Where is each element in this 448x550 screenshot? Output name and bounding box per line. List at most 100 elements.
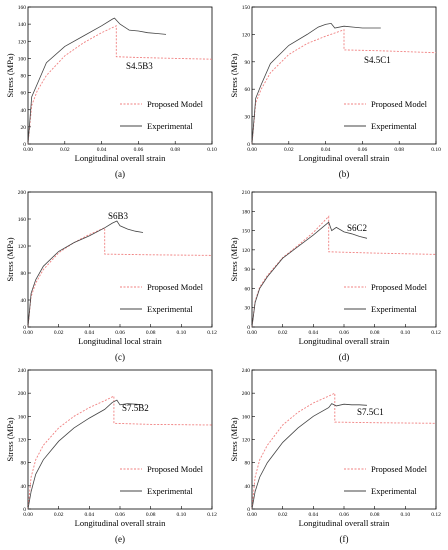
x-tick-label: 0.02 bbox=[278, 512, 288, 518]
x-axis-title: Longitudinal overall strain bbox=[299, 336, 390, 346]
x-tick-label: 0.08 bbox=[146, 330, 156, 336]
y-tick-label: 210 bbox=[242, 190, 251, 196]
x-tick-label: 0.06 bbox=[115, 512, 125, 518]
x-tick-label: 0.12 bbox=[431, 512, 441, 518]
y-tick-label: 240 bbox=[242, 368, 251, 374]
x-tick-label: 0.02 bbox=[284, 147, 294, 153]
y-tick-label: 120 bbox=[242, 248, 251, 254]
specimen-label: S7.5B2 bbox=[122, 403, 149, 413]
specimen-label: S7.5C1 bbox=[357, 407, 384, 417]
legend-label: Proposed Model bbox=[147, 464, 204, 474]
series-line-experimental bbox=[27, 399, 144, 510]
series-line-experimental bbox=[27, 17, 167, 145]
y-tick-label: 90 bbox=[245, 267, 251, 273]
x-tick-label: 0.04 bbox=[309, 330, 319, 336]
y-tick-label: 160 bbox=[242, 414, 251, 420]
y-tick-label: 200 bbox=[242, 391, 251, 397]
x-tick-label: 0.10 bbox=[177, 330, 187, 336]
y-tick-label: 80 bbox=[245, 461, 251, 467]
y-axis-title: Stress (MPa) bbox=[5, 417, 15, 461]
legend-label: Proposed Model bbox=[371, 282, 428, 292]
series-line-experimental bbox=[27, 220, 144, 328]
y-tick-label: 0 bbox=[247, 142, 250, 148]
legend-label: Experimental bbox=[371, 486, 417, 496]
x-tick-label: 0.10 bbox=[207, 147, 217, 153]
y-tick-label: 60 bbox=[245, 286, 251, 292]
legend-label: Proposed Model bbox=[147, 99, 204, 109]
x-tick-label: 0.06 bbox=[358, 147, 368, 153]
x-axis-title: Longitudinal overall strain bbox=[299, 518, 390, 528]
panel-label: (f) bbox=[340, 534, 349, 544]
chart-panel-6: 0.00 0.02 0.04 0.06 0.08 0.10 0.12 0 40 80 120 160 2… bbox=[229, 368, 441, 544]
specimen-label: S4.5C1 bbox=[364, 55, 391, 65]
x-tick-label: 0.08 bbox=[146, 512, 156, 518]
y-tick-label: 0 bbox=[23, 507, 26, 513]
x-tick-label: 0.02 bbox=[60, 147, 70, 153]
x-tick-label: 0.06 bbox=[134, 147, 144, 153]
x-tick-label: 0.00 bbox=[247, 512, 257, 518]
x-tick-label: 0.02 bbox=[54, 330, 64, 336]
chart-panel-2: 0.00 0.02 0.04 0.06 0.08 0.10 0 30 60 90 120 150 Lon… bbox=[229, 5, 441, 179]
series-line-proposed-model bbox=[251, 215, 437, 328]
y-tick-label: 80 bbox=[21, 271, 27, 277]
series-line-experimental bbox=[251, 403, 368, 510]
x-tick-label: 0.00 bbox=[23, 147, 33, 153]
y-tick-label: 150 bbox=[242, 5, 251, 11]
y-tick-label: 0 bbox=[23, 142, 26, 148]
x-tick-label: 0.02 bbox=[54, 512, 64, 518]
legend-label: Experimental bbox=[147, 304, 193, 314]
x-tick-label: 0.06 bbox=[115, 330, 125, 336]
series-line-proposed-model bbox=[27, 395, 213, 510]
y-tick-label: 140 bbox=[18, 22, 27, 28]
x-tick-label: 0.08 bbox=[370, 330, 380, 336]
x-tick-label: 0.06 bbox=[339, 330, 349, 336]
y-tick-label: 90 bbox=[245, 60, 251, 66]
panel-label: (c) bbox=[115, 352, 125, 362]
y-tick-label: 80 bbox=[21, 461, 27, 467]
panel-label: (e) bbox=[115, 534, 125, 544]
y-tick-label: 60 bbox=[21, 91, 27, 97]
x-tick-label: 0.06 bbox=[339, 512, 349, 518]
y-tick-label: 200 bbox=[18, 190, 27, 196]
chart-panel-3: 0.00 0.02 0.04 0.06 0.08 0.10 0.12 0 40 80 120 160 2… bbox=[5, 190, 217, 362]
x-tick-label: 0.04 bbox=[97, 147, 107, 153]
y-axis-title: Stress (MPa) bbox=[5, 237, 15, 281]
panel-label: (d) bbox=[339, 352, 350, 362]
y-tick-label: 40 bbox=[21, 484, 27, 490]
x-tick-label: 0.10 bbox=[177, 512, 187, 518]
legend-label: Experimental bbox=[371, 121, 417, 131]
y-tick-label: 30 bbox=[245, 115, 251, 121]
x-axis-title: Longitudinal local strain bbox=[78, 336, 162, 346]
series-line-proposed-model bbox=[251, 29, 437, 145]
y-axis-title: Stress (MPa) bbox=[229, 417, 239, 461]
y-tick-label: 40 bbox=[245, 484, 251, 490]
chart-panel-5: 0.00 0.02 0.04 0.06 0.08 0.10 0.12 0 40 80 120 160 2… bbox=[5, 368, 217, 544]
x-tick-label: 0.00 bbox=[23, 512, 33, 518]
legend-label: Proposed Model bbox=[147, 282, 204, 292]
series-line-experimental bbox=[251, 22, 381, 145]
y-tick-label: 0 bbox=[247, 507, 250, 513]
x-tick-label: 0.10 bbox=[401, 512, 411, 518]
x-axis-title: Longitudinal overall strain bbox=[75, 153, 166, 163]
y-tick-label: 60 bbox=[245, 87, 251, 93]
y-tick-label: 120 bbox=[18, 39, 27, 45]
y-tick-label: 40 bbox=[21, 108, 27, 114]
x-tick-label: 0.02 bbox=[278, 330, 288, 336]
y-tick-label: 120 bbox=[18, 438, 27, 444]
series-line-experimental bbox=[251, 221, 368, 328]
y-tick-label: 0 bbox=[247, 325, 250, 331]
y-axis-title: Stress (MPa) bbox=[5, 53, 15, 97]
x-tick-label: 0.12 bbox=[207, 512, 217, 518]
x-axis-title: Longitudinal overall strain bbox=[75, 518, 166, 528]
y-tick-label: 80 bbox=[21, 74, 27, 80]
panel-label: (a) bbox=[115, 169, 125, 179]
y-tick-label: 120 bbox=[242, 32, 251, 38]
y-tick-label: 160 bbox=[18, 5, 27, 11]
y-tick-label: 40 bbox=[21, 298, 27, 304]
y-tick-label: 120 bbox=[18, 244, 27, 250]
plot-frame bbox=[251, 6, 437, 145]
x-tick-label: 0.04 bbox=[85, 330, 95, 336]
x-tick-label: 0.08 bbox=[170, 147, 180, 153]
y-tick-label: 160 bbox=[18, 414, 27, 420]
